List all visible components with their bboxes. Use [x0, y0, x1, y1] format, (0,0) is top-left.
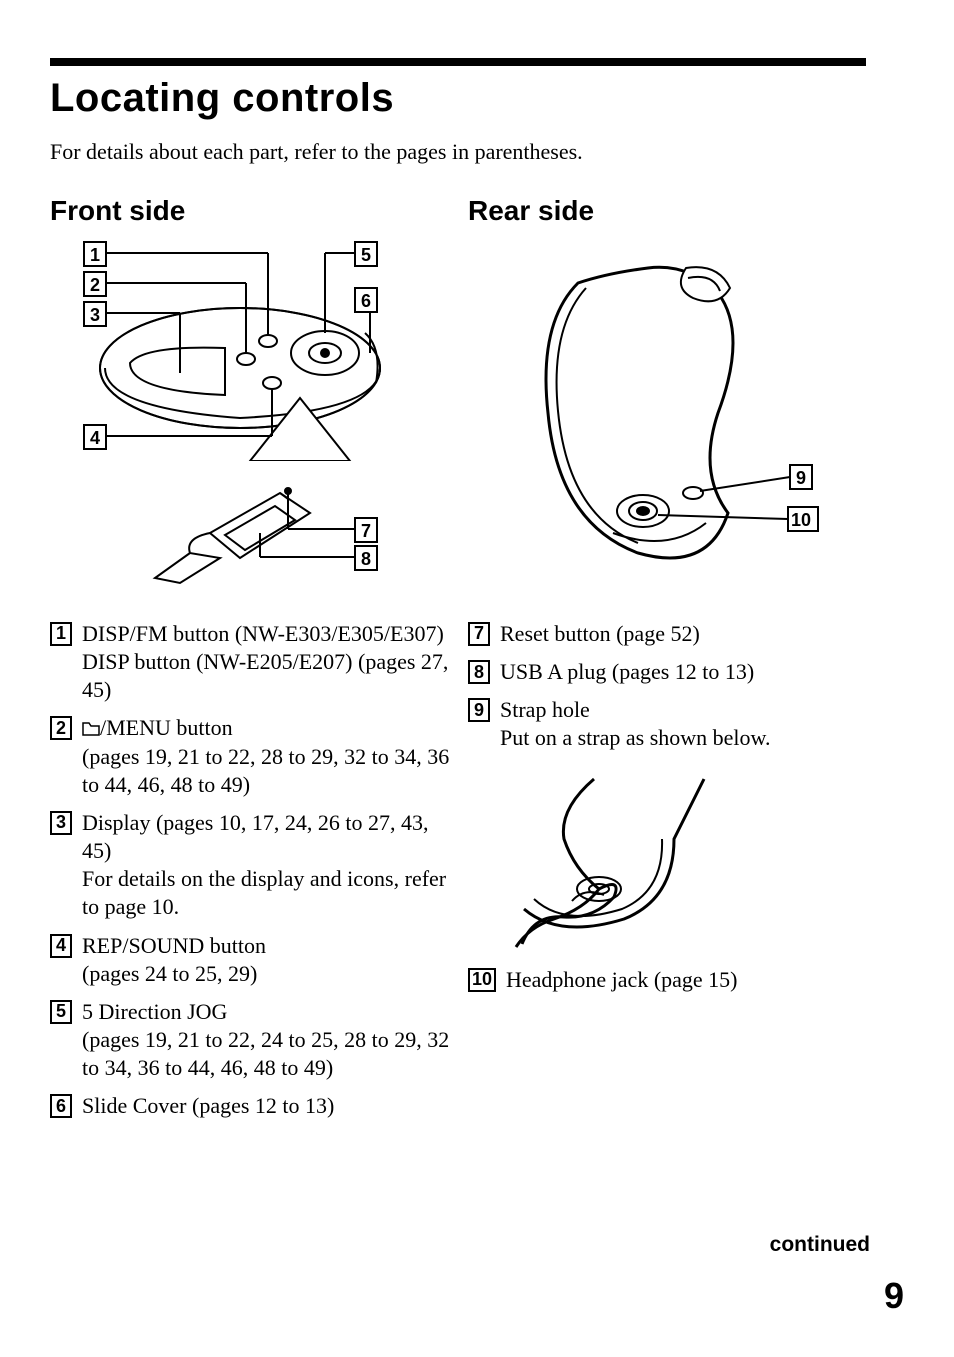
rear-diagram: 9 10 — [468, 233, 828, 593]
rear-item-9-text: Strap holePut on a strap as shown below. — [500, 696, 868, 752]
front-item-2-text: /MENU button(pages 19, 21 to 22, 28 to 2… — [82, 714, 450, 798]
page-number: 9 — [884, 1275, 904, 1317]
strap-figure — [504, 769, 724, 949]
folder-icon — [82, 722, 100, 736]
callout-10: 10 — [791, 510, 811, 530]
numbox-7: 7 — [468, 622, 490, 646]
rear-item-7: 7 Reset button (page 52) — [468, 620, 868, 648]
front-item-4-text: REP/SOUND button(pages 24 to 25, 29) — [82, 932, 450, 988]
front-item-2-label: /MENU button(pages 19, 21 to 22, 28 to 2… — [82, 715, 449, 796]
front-item-4: 4 REP/SOUND button(pages 24 to 25, 29) — [50, 932, 450, 988]
front-item-5: 5 5 Direction JOG(pages 19, 21 to 22, 24… — [50, 998, 450, 1082]
front-diagram: 1 2 3 4 5 6 — [50, 233, 410, 593]
front-item-1-text: DISP/FM button (NW-E303/E305/E307)DISP b… — [82, 620, 450, 704]
callout-8: 8 — [361, 549, 371, 569]
front-list: 1 DISP/FM button (NW-E303/E305/E307)DISP… — [50, 620, 450, 1121]
callout-4: 4 — [90, 428, 100, 448]
numbox-10: 10 — [468, 968, 496, 992]
rear-heading: Rear side — [468, 195, 868, 227]
numbox-5: 5 — [50, 1000, 72, 1024]
rear-item-8-text: USB A plug (pages 12 to 13) — [500, 658, 868, 686]
rear-item-10-text: Headphone jack (page 15) — [506, 966, 868, 994]
numbox-8: 8 — [468, 660, 490, 684]
callout-7: 7 — [361, 521, 371, 541]
callout-5: 5 — [361, 245, 371, 265]
callout-3: 3 — [90, 305, 100, 325]
numbox-1: 1 — [50, 622, 72, 646]
front-item-3: 3 Display (pages 10, 17, 24, 26 to 27, 4… — [50, 809, 450, 922]
front-column: Front side — [50, 195, 450, 1131]
front-item-2: 2 /MENU button(pages 19, 21 to 22, 28 to… — [50, 714, 450, 798]
callout-1: 1 — [90, 245, 100, 265]
page-title: Locating controls — [50, 76, 904, 121]
rear-item-10: 10 Headphone jack (page 15) — [468, 966, 868, 994]
rear-list: 7 Reset button (page 52) 8 USB A plug (p… — [468, 620, 868, 753]
continued-label: continued — [770, 1233, 870, 1257]
rear-item-7-text: Reset button (page 52) — [500, 620, 868, 648]
rear-column: Rear side — [468, 195, 868, 1131]
rear-item-9: 9 Strap holePut on a strap as shown belo… — [468, 696, 868, 752]
callout-2: 2 — [90, 275, 100, 295]
callout-6: 6 — [361, 291, 371, 311]
intro-text: For details about each part, refer to th… — [50, 139, 904, 165]
front-heading: Front side — [50, 195, 450, 227]
callout-9: 9 — [796, 468, 806, 488]
numbox-4: 4 — [50, 934, 72, 958]
rear-item-8: 8 USB A plug (pages 12 to 13) — [468, 658, 868, 686]
numbox-2: 2 — [50, 716, 72, 740]
top-rule — [50, 58, 866, 66]
numbox-6: 6 — [50, 1094, 72, 1118]
front-item-1: 1 DISP/FM button (NW-E303/E305/E307)DISP… — [50, 620, 450, 704]
front-item-6-text: Slide Cover (pages 12 to 13) — [82, 1092, 450, 1120]
rear-list-2: 10 Headphone jack (page 15) — [468, 966, 868, 994]
front-item-5-text: 5 Direction JOG(pages 19, 21 to 22, 24 t… — [82, 998, 450, 1082]
front-item-3-text: Display (pages 10, 17, 24, 26 to 27, 43,… — [82, 809, 450, 922]
numbox-9: 9 — [468, 698, 490, 722]
numbox-3: 3 — [50, 811, 72, 835]
front-item-6: 6 Slide Cover (pages 12 to 13) — [50, 1092, 450, 1120]
